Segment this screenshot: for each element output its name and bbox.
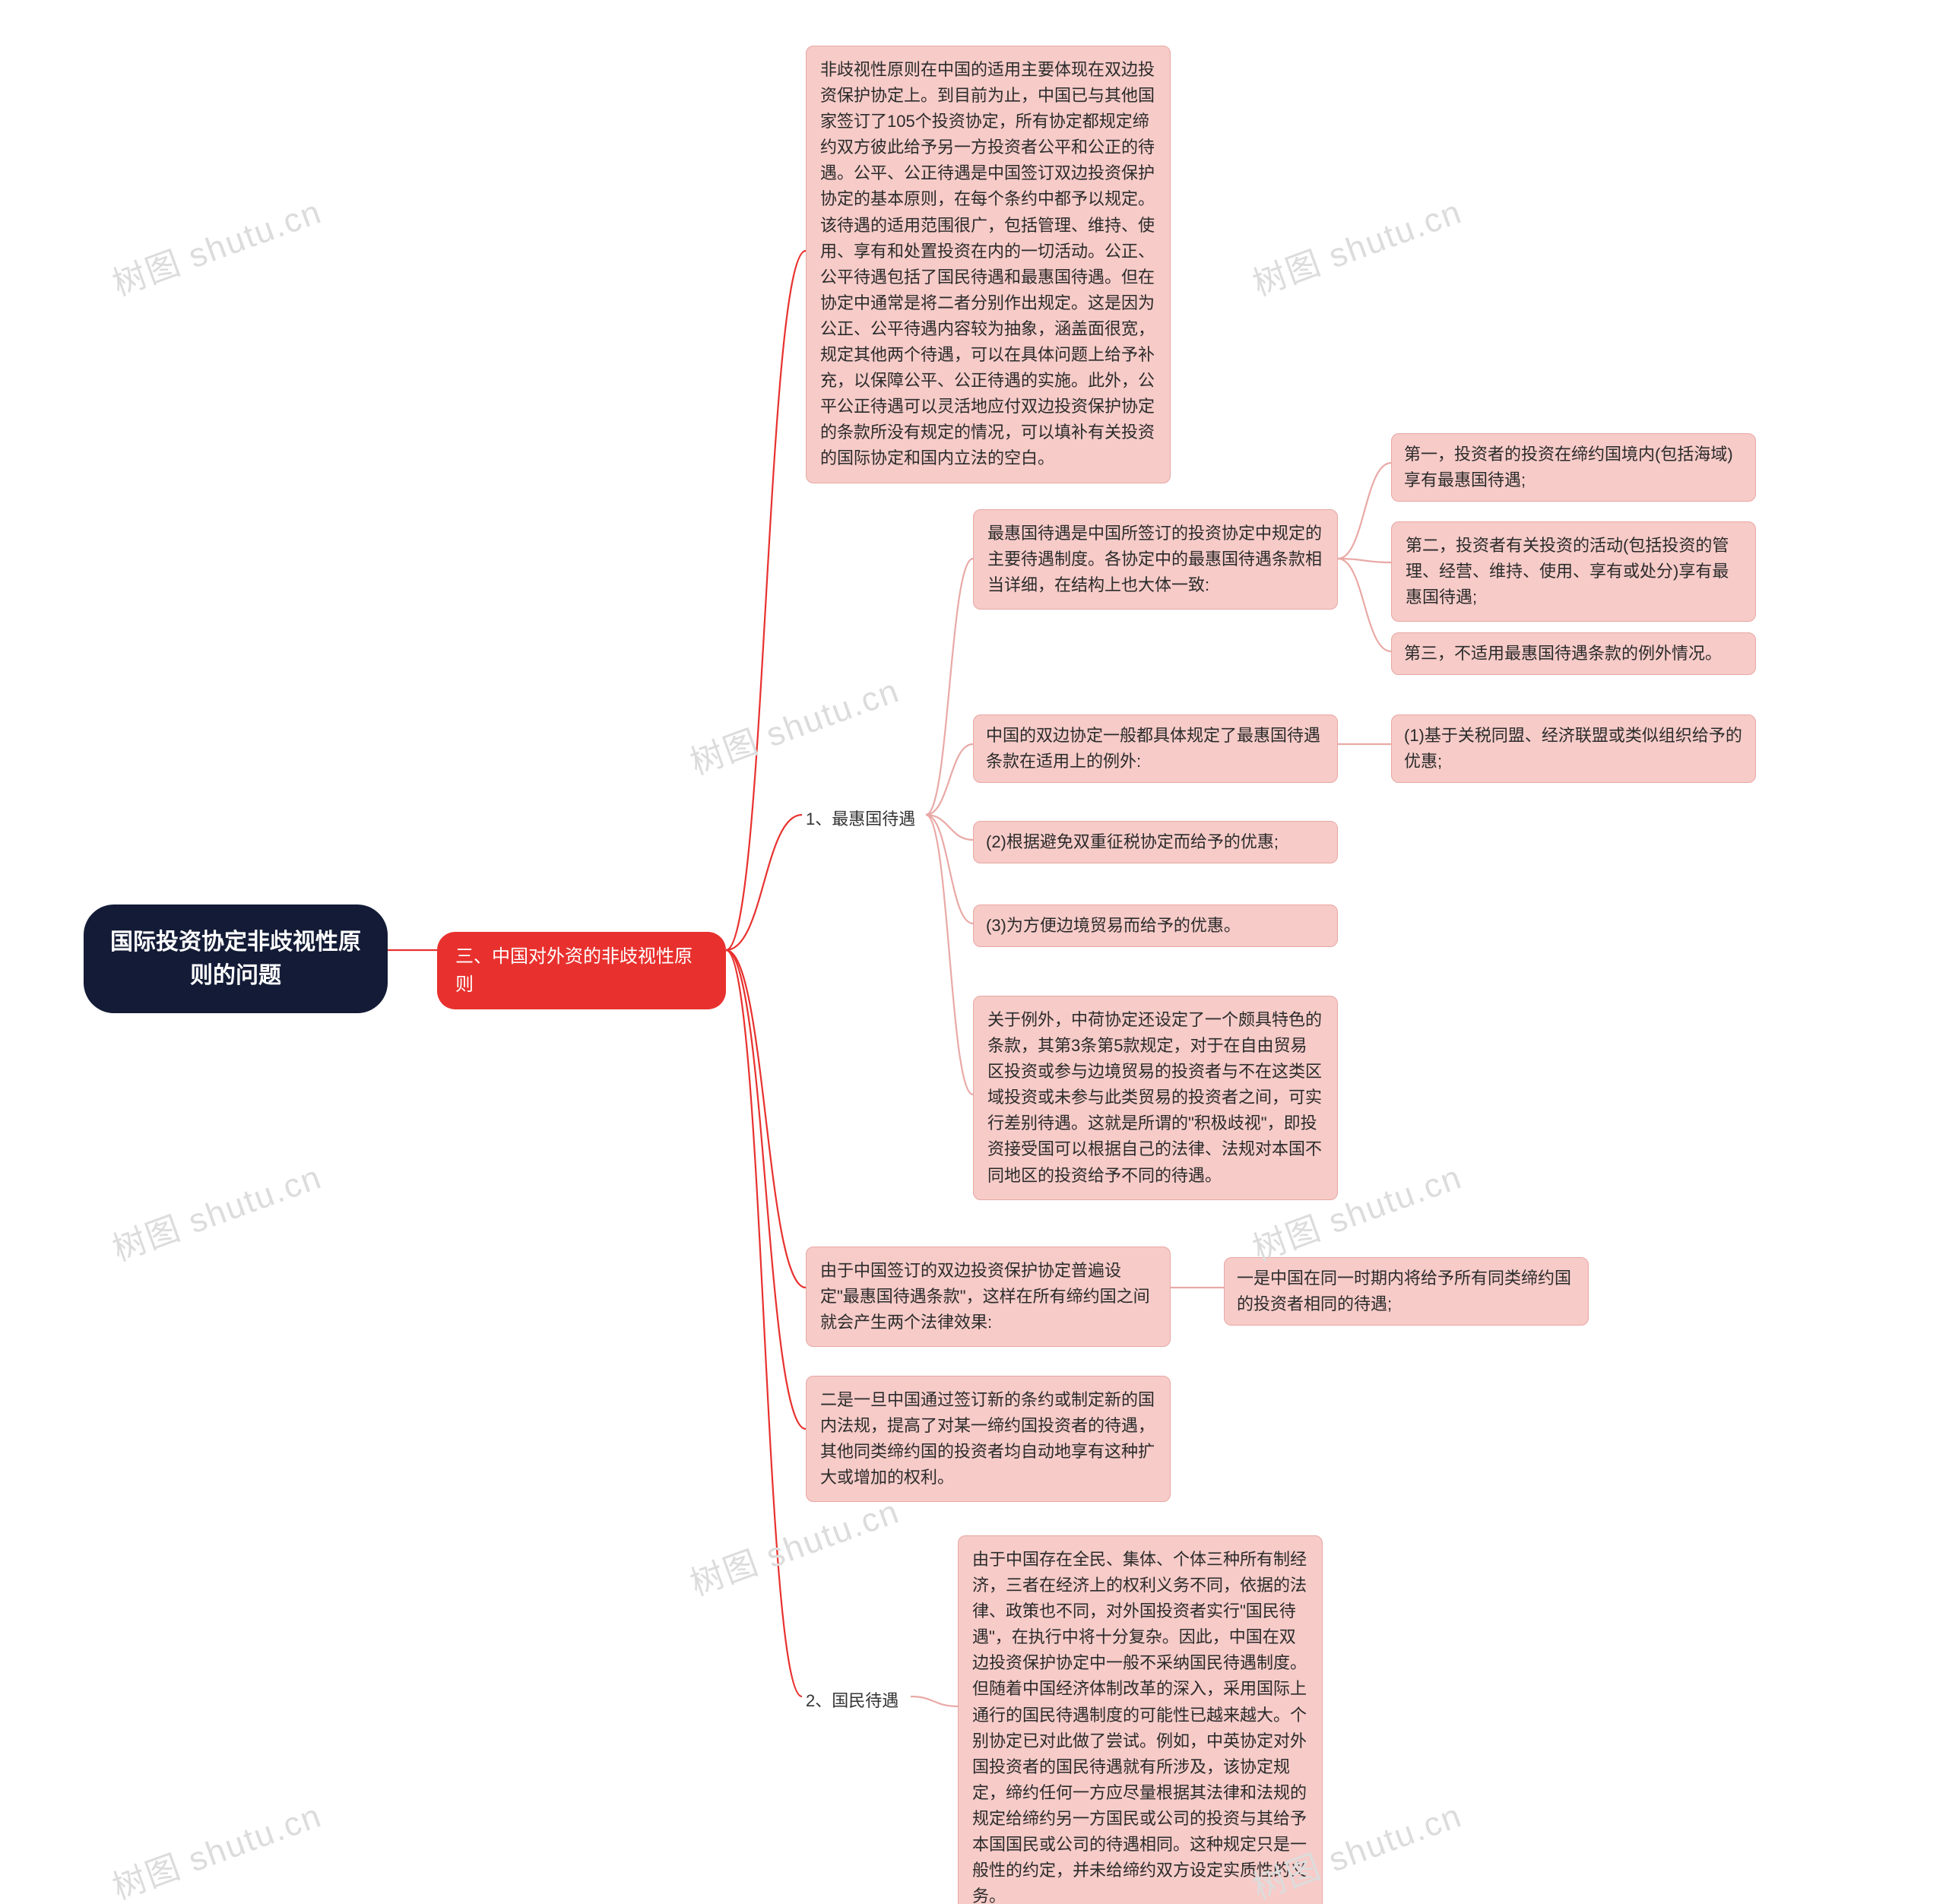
leaf-effect-1: 一是中国在同一时期内将给予所有同类缔约国的投资者相同的待遇; bbox=[1224, 1257, 1589, 1326]
leaf-mfn-main-3: 第三，不适用最惠国待遇条款的例外情况。 bbox=[1391, 632, 1756, 675]
leaf-mfn-main-2: 第二，投资者有关投资的活动(包括投资的管理、经营、维持、使用、享有或处分)享有最… bbox=[1391, 521, 1756, 622]
label-nt: 2、国民待遇 bbox=[806, 1687, 899, 1712]
watermark: 树图 shutu.cn bbox=[683, 664, 905, 784]
leaf-mfn-except: 中国的双边协定一般都具体规定了最惠国待遇条款在适用上的例外: bbox=[973, 714, 1338, 783]
leaf-effect: 由于中国签订的双边投资保护协定普遍设定"最惠国待遇条款"，这样在所有缔约国之间就… bbox=[806, 1247, 1171, 1347]
label-mfn: 1、最惠国待遇 bbox=[806, 806, 915, 830]
watermark: 树图 shutu.cn bbox=[105, 185, 328, 306]
leaf-mfn-main: 最惠国待遇是中国所签订的投资协定中规定的主要待遇制度。各协定中的最惠国待遇条款相… bbox=[973, 509, 1338, 610]
watermark: 树图 shutu.cn bbox=[105, 1788, 328, 1904]
leaf-mfn-except-1: (1)基于关税同盟、经济联盟或类似组织给予的优惠; bbox=[1391, 714, 1756, 783]
leaf-mfn-main-1: 第一，投资者的投资在缔约国境内(包括海域)享有最惠国待遇; bbox=[1391, 433, 1756, 502]
watermark: 树图 shutu.cn bbox=[683, 1484, 905, 1605]
leaf-mfn-except-3: (3)为方便边境贸易而给予的优惠。 bbox=[973, 904, 1338, 947]
leaf-mfn-except-2: (2)根据避免双重征税协定而给予的优惠; bbox=[973, 821, 1338, 863]
watermark: 树图 shutu.cn bbox=[105, 1150, 328, 1271]
leaf-intro: 非歧视性原则在中国的适用主要体现在双边投资保护协定上。到目前为止，中国已与其他国… bbox=[806, 46, 1171, 483]
leaf-nt-body: 由于中国存在全民、集体、个体三种所有制经济，三者在经济上的权利义务不同，依据的法… bbox=[958, 1535, 1323, 1904]
category-node: 三、中国对外资的非歧视性原则 bbox=[437, 932, 726, 1009]
root-node: 国际投资协定非歧视性原则的问题 bbox=[84, 904, 388, 1013]
watermark: 树图 shutu.cn bbox=[1245, 185, 1468, 306]
leaf-effect-2: 二是一旦中国通过签订新的条约或制定新的国内法规，提高了对某一缔约国投资者的待遇，… bbox=[806, 1376, 1171, 1502]
leaf-mfn-extra: 关于例外，中荷协定还设定了一个颇具特色的条款，其第3条第5款规定，对于在自由贸易… bbox=[973, 996, 1338, 1200]
